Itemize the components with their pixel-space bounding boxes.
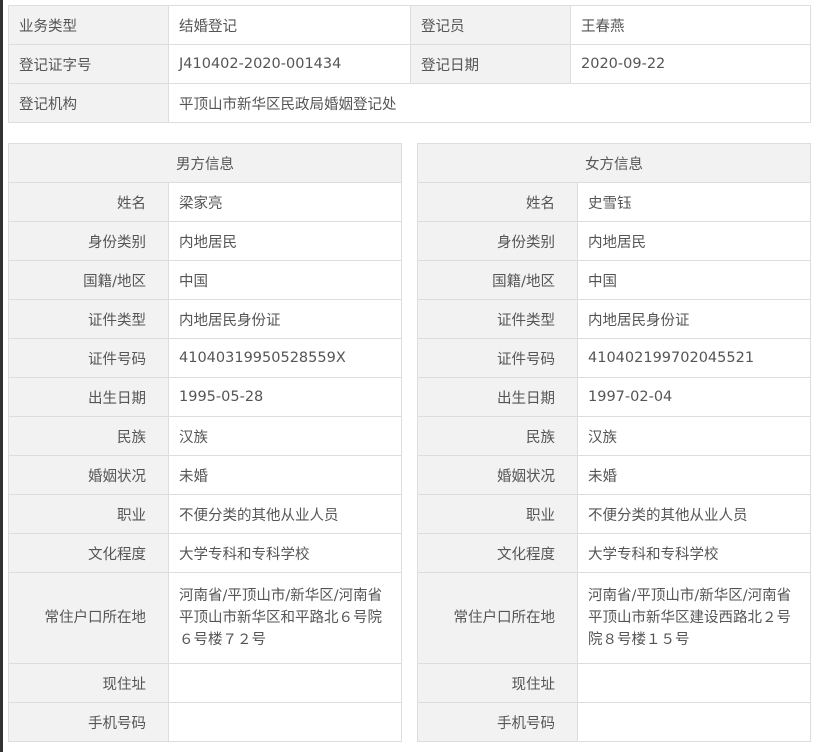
male-info-table: 男方信息 姓名 梁家亮 身份类别 内地居民 国籍/地区 中国 证件类型 内地居民身份证 证件号码 4… xyxy=(8,143,402,742)
field-value: 大学专科和专科学校 xyxy=(577,533,811,573)
field-value: 不便分类的其他从业人员 xyxy=(168,494,402,534)
field-label: 证件类型 xyxy=(417,299,578,339)
field-label: 姓名 xyxy=(417,182,578,222)
table-row: 民族 汉族 xyxy=(8,416,402,456)
field-label: 国籍/地区 xyxy=(417,260,578,300)
table-row: 证件类型 内地居民身份证 xyxy=(417,299,811,339)
table-row: 证件号码 410402199702045521 xyxy=(417,338,811,378)
table-row: 男方信息 xyxy=(8,143,402,183)
field-label: 文化程度 xyxy=(8,533,169,573)
female-section-title: 女方信息 xyxy=(417,143,811,183)
certificate-no-value: J410402-2020-001434 xyxy=(168,44,411,84)
field-value: 不便分类的其他从业人员 xyxy=(577,494,811,534)
field-value: 内地居民 xyxy=(577,221,811,261)
field-label: 现住址 xyxy=(417,663,578,703)
field-value: 1995-05-28 xyxy=(168,377,402,417)
table-row: 常住户口所在地 河南省/平顶山市/新华区/河南省平顶山市新华区建设西路北２号院８号… xyxy=(417,572,811,664)
field-value: 410402199702045521 xyxy=(577,338,811,378)
table-row: 姓名 史雪钰 xyxy=(417,182,811,222)
table-row: 证件号码 41040319950528559X xyxy=(8,338,402,378)
table-row: 手机号码 xyxy=(417,702,811,742)
field-value: 河南省/平顶山市/新华区/河南省平顶山市新华区和平路北６号院６号楼７２号 xyxy=(168,572,402,664)
field-label: 现住址 xyxy=(8,663,169,703)
table-row: 业务类型 结婚登记 登记员 王春燕 xyxy=(8,5,811,45)
table-row: 登记证字号 J410402-2020-001434 登记日期 2020-09-2… xyxy=(8,44,811,84)
field-value: 汉族 xyxy=(577,416,811,456)
field-value: 中国 xyxy=(577,260,811,300)
table-row: 姓名 梁家亮 xyxy=(8,182,402,222)
field-value: 大学专科和专科学校 xyxy=(168,533,402,573)
field-value: 1997-02-04 xyxy=(577,377,811,417)
field-value xyxy=(577,663,811,703)
table-row: 常住户口所在地 河南省/平顶山市/新华区/河南省平顶山市新华区和平路北６号院６号楼… xyxy=(8,572,402,664)
field-value xyxy=(168,702,402,742)
field-label: 民族 xyxy=(417,416,578,456)
field-value: 汉族 xyxy=(168,416,402,456)
field-value: 河南省/平顶山市/新华区/河南省平顶山市新华区建设西路北２号院８号楼１５号 xyxy=(577,572,811,664)
field-label: 婚姻状况 xyxy=(417,455,578,495)
registration-date-label: 登记日期 xyxy=(410,44,571,84)
table-row: 职业 不便分类的其他从业人员 xyxy=(8,494,402,534)
field-label: 国籍/地区 xyxy=(8,260,169,300)
field-label: 民族 xyxy=(8,416,169,456)
table-row: 职业 不便分类的其他从业人员 xyxy=(417,494,811,534)
table-row: 出生日期 1997-02-04 xyxy=(417,377,811,417)
business-type-label: 业务类型 xyxy=(8,5,169,45)
field-value: 未婚 xyxy=(577,455,811,495)
field-label: 文化程度 xyxy=(417,533,578,573)
table-row: 登记机构 平顶山市新华区民政局婚姻登记处 xyxy=(8,83,811,123)
registration-date-value: 2020-09-22 xyxy=(570,44,811,84)
table-row: 文化程度 大学专科和专科学校 xyxy=(8,533,402,573)
female-info-table: 女方信息 姓名 史雪钰 身份类别 内地居民 国籍/地区 中国 证件类型 内地居民身份证 证件号码 4… xyxy=(417,143,811,742)
table-row: 婚姻状况 未婚 xyxy=(8,455,402,495)
table-row: 国籍/地区 中国 xyxy=(8,260,402,300)
field-label: 姓名 xyxy=(8,182,169,222)
field-label: 职业 xyxy=(417,494,578,534)
field-value: 中国 xyxy=(168,260,402,300)
male-section-title: 男方信息 xyxy=(8,143,402,183)
field-value: 41040319950528559X xyxy=(168,338,402,378)
field-label: 证件号码 xyxy=(417,338,578,378)
certificate-no-label: 登记证字号 xyxy=(8,44,169,84)
field-label: 出生日期 xyxy=(8,377,169,417)
table-row: 身份类别 内地居民 xyxy=(8,221,402,261)
field-label: 出生日期 xyxy=(417,377,578,417)
registrar-label: 登记员 xyxy=(410,5,571,45)
office-label: 登记机构 xyxy=(8,83,169,123)
table-row: 婚姻状况 未婚 xyxy=(417,455,811,495)
table-row: 出生日期 1995-05-28 xyxy=(8,377,402,417)
table-row: 手机号码 xyxy=(8,702,402,742)
table-row: 现住址 xyxy=(417,663,811,703)
field-label: 手机号码 xyxy=(417,702,578,742)
table-row: 民族 汉族 xyxy=(417,416,811,456)
field-label: 手机号码 xyxy=(8,702,169,742)
table-row: 现住址 xyxy=(8,663,402,703)
field-label: 职业 xyxy=(8,494,169,534)
window-edge xyxy=(0,0,3,752)
registrar-value: 王春燕 xyxy=(570,5,811,45)
field-label: 证件号码 xyxy=(8,338,169,378)
field-label: 证件类型 xyxy=(8,299,169,339)
field-value xyxy=(168,663,402,703)
business-type-value: 结婚登记 xyxy=(168,5,411,45)
field-label: 常住户口所在地 xyxy=(8,572,169,664)
field-label: 身份类别 xyxy=(8,221,169,261)
field-value: 内地居民身份证 xyxy=(577,299,811,339)
table-row: 证件类型 内地居民身份证 xyxy=(8,299,402,339)
field-label: 身份类别 xyxy=(417,221,578,261)
office-value: 平顶山市新华区民政局婚姻登记处 xyxy=(168,83,811,123)
field-value: 梁家亮 xyxy=(168,182,402,222)
field-value: 史雪钰 xyxy=(577,182,811,222)
field-label: 婚姻状况 xyxy=(8,455,169,495)
table-row: 身份类别 内地居民 xyxy=(417,221,811,261)
field-label: 常住户口所在地 xyxy=(417,572,578,664)
registration-summary-table: 业务类型 结婚登记 登记员 王春燕 登记证字号 J410402-2020-001… xyxy=(8,5,811,123)
field-value: 内地居民身份证 xyxy=(168,299,402,339)
table-row: 国籍/地区 中国 xyxy=(417,260,811,300)
field-value xyxy=(577,702,811,742)
table-row: 文化程度 大学专科和专科学校 xyxy=(417,533,811,573)
table-row: 女方信息 xyxy=(417,143,811,183)
field-value: 内地居民 xyxy=(168,221,402,261)
field-value: 未婚 xyxy=(168,455,402,495)
